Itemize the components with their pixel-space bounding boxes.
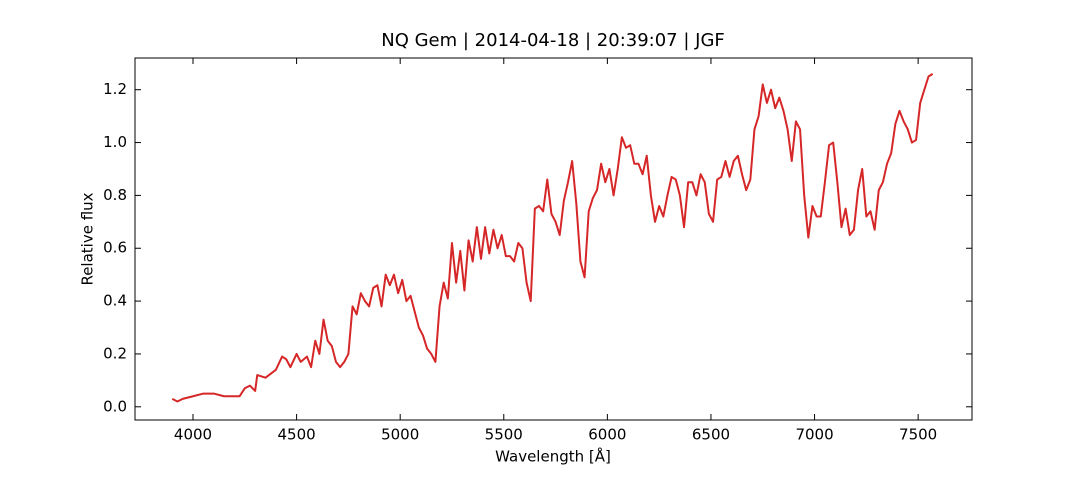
x-tick-label: 7500 bbox=[899, 426, 937, 444]
y-tick-label: 0.6 bbox=[103, 239, 127, 257]
y-tick-label: 0.2 bbox=[103, 344, 127, 362]
line-series bbox=[171, 73, 934, 403]
x-tick-label: 4500 bbox=[278, 426, 316, 444]
x-tick-label: 6000 bbox=[588, 426, 626, 444]
x-tick-label: 5500 bbox=[485, 426, 523, 444]
x-axis-label: Wavelength [Å] bbox=[495, 447, 611, 466]
y-tick-label: 1.2 bbox=[103, 80, 127, 98]
x-tick-label: 4000 bbox=[174, 426, 212, 444]
y-tick-label: 0.8 bbox=[103, 186, 127, 204]
x-tick-label: 5000 bbox=[381, 426, 419, 444]
x-tick-label: 7000 bbox=[795, 426, 833, 444]
y-tick-label: 0.4 bbox=[103, 292, 127, 310]
y-axis-label: Relative flux bbox=[79, 192, 97, 285]
y-tick-label: 0.0 bbox=[103, 397, 127, 415]
chart-title: NQ Gem | 2014-04-18 | 20:39:07 | JGF bbox=[381, 30, 725, 51]
plot-frame bbox=[134, 57, 973, 421]
y-tick-label: 1.0 bbox=[103, 133, 127, 151]
x-tick-label: 6500 bbox=[692, 426, 730, 444]
